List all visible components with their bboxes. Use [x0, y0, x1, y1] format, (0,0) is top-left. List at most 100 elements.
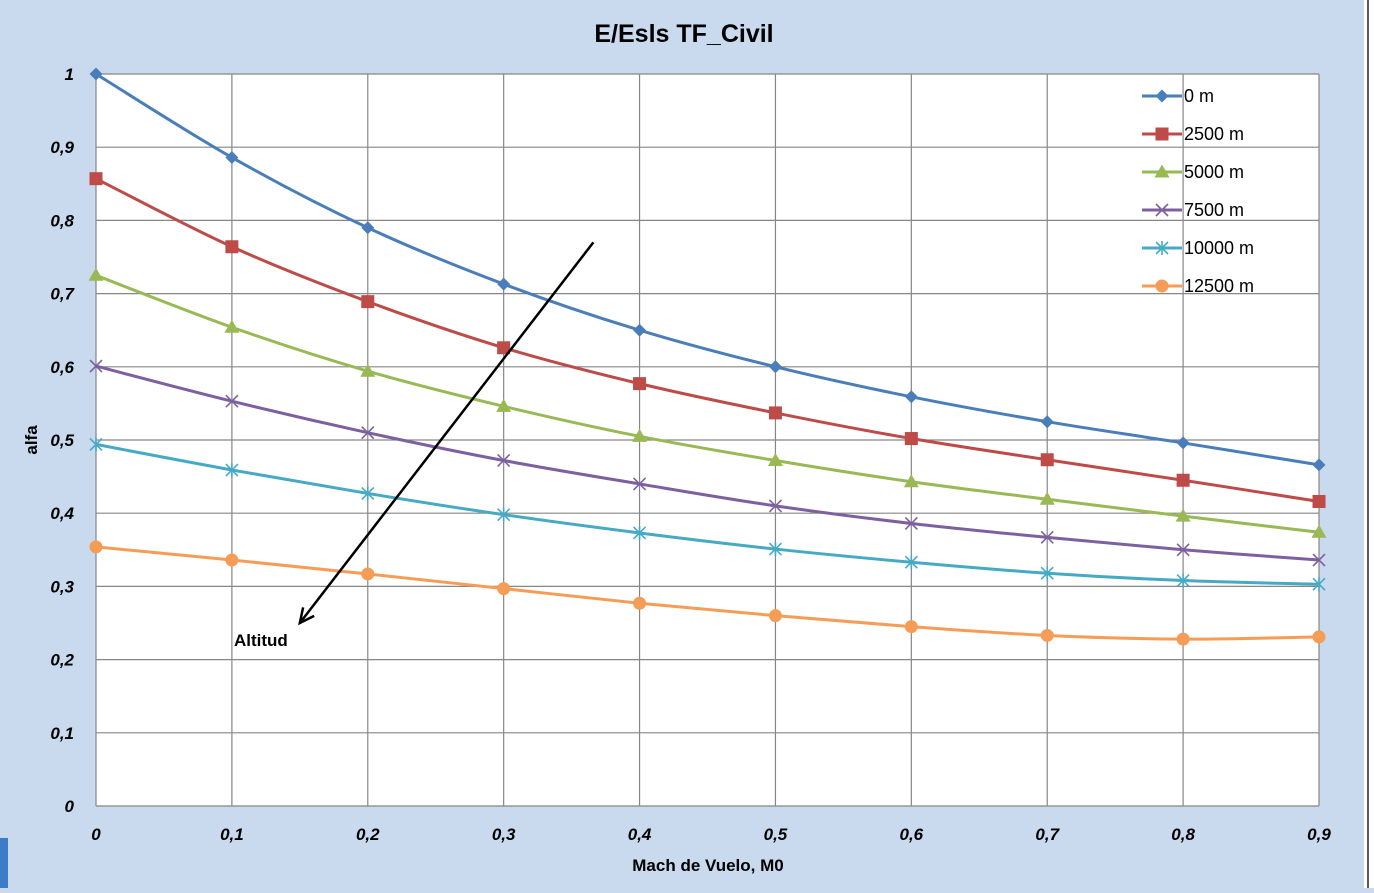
y-tick-label: 0: [65, 797, 75, 816]
series-line: [95, 442, 1320, 586]
data-point: [89, 359, 103, 373]
data-point: [360, 363, 376, 377]
x-tick-label: 0,4: [628, 825, 652, 844]
data-point: [904, 390, 918, 404]
gridlines: [95, 73, 1320, 807]
data-point: [903, 474, 919, 488]
data-point: [361, 486, 375, 501]
legend-marker: [1155, 241, 1169, 255]
data-point: [89, 67, 103, 81]
y-tick-label: 0,5: [50, 431, 74, 450]
data-point: [632, 428, 648, 442]
x-tick-label: 0,1: [220, 825, 244, 844]
data-point: [1312, 458, 1326, 472]
legend-marker: [1154, 164, 1170, 178]
data-point: [225, 553, 239, 567]
x-tick-label: 0,6: [900, 825, 924, 844]
data-point: [88, 267, 104, 281]
data-point: [496, 398, 512, 412]
y-axis-label: alfa: [22, 425, 41, 455]
data-point: [904, 620, 918, 634]
data-point: [361, 221, 375, 235]
x-tick-label: 0,8: [1171, 825, 1195, 844]
chart-title: E/Esls TF_Civil: [594, 20, 773, 48]
data-point: [1176, 473, 1190, 487]
data-point: [89, 437, 103, 452]
series-line: [95, 545, 1320, 641]
data-point: [361, 426, 375, 440]
data-point: [904, 432, 918, 446]
legend-marker: [1155, 89, 1169, 103]
annotation-group: Altitud: [234, 241, 595, 650]
data-point: [1040, 628, 1054, 642]
x-tick-label: 0: [91, 825, 101, 844]
y-tick-label: 0,7: [50, 285, 75, 304]
window-edge-line: [1367, 0, 1369, 888]
series-group: [88, 67, 1327, 646]
series-line: [95, 177, 1320, 503]
legend-label: 7500 m: [1184, 200, 1244, 220]
data-point: [633, 323, 647, 337]
data-point: [224, 319, 240, 333]
data-point: [1312, 494, 1326, 508]
y-tick-label: 0,8: [50, 211, 74, 230]
arrow-head: [298, 607, 315, 626]
series-3: [89, 359, 1326, 567]
y-tick-label: 0,9: [50, 138, 74, 157]
y-tick-label: 0,3: [50, 577, 74, 596]
y-tick-label: 0,2: [50, 651, 74, 670]
series-1: [89, 172, 1326, 508]
data-point: [225, 394, 239, 408]
series-line: [95, 273, 1320, 534]
x-tick-label: 0,5: [764, 825, 788, 844]
data-point: [768, 499, 783, 513]
data-point: [89, 172, 103, 186]
y-tick-label: 0,1: [50, 724, 74, 743]
data-point: [225, 150, 239, 164]
legend-label: 12500 m: [1184, 276, 1254, 296]
legend-label: 2500 m: [1184, 124, 1244, 144]
series-line: [95, 364, 1320, 562]
series-line: [95, 72, 1320, 467]
data-point: [1176, 632, 1190, 646]
data-point: [632, 525, 647, 540]
legend-entry-3: 7500 m: [1142, 200, 1244, 220]
x-tick-label: 0,9: [1307, 825, 1331, 844]
data-point: [768, 609, 782, 623]
annotation-label: Altitud: [234, 631, 288, 650]
data-point: [768, 542, 783, 557]
legend-entry-5: 12500 m: [1142, 276, 1254, 296]
legend: 0 m 2500 m 5000 m 7500 m 10000 m 12500 m: [1142, 86, 1254, 296]
data-point: [225, 463, 239, 478]
series-0: [89, 67, 1326, 472]
legend-entry-0: 0 m: [1142, 86, 1214, 106]
data-point: [1175, 508, 1191, 522]
y-tick-label: 0,4: [50, 504, 74, 523]
series-2: [88, 267, 1327, 538]
series-5: [89, 540, 1326, 646]
y-tick-label: 1: [65, 65, 74, 84]
data-point: [89, 540, 103, 554]
data-point: [904, 516, 918, 531]
data-point: [1040, 453, 1054, 467]
data-point: [633, 377, 647, 391]
data-point: [497, 341, 511, 355]
data-point: [1040, 530, 1054, 544]
data-point: [497, 507, 511, 522]
data-point: [1176, 543, 1190, 557]
data-point: [1039, 491, 1055, 505]
window-edge: [1364, 0, 1374, 888]
data-point: [1040, 566, 1054, 581]
legend-label: 0 m: [1184, 86, 1214, 106]
legend-marker: [1155, 203, 1169, 217]
y-tick-label: 0,6: [50, 358, 74, 377]
legend-label: 10000 m: [1184, 238, 1254, 258]
data-point: [768, 406, 782, 420]
data-point: [1312, 553, 1326, 567]
data-point: [1176, 436, 1190, 450]
data-point: [632, 477, 647, 491]
data-point: [1040, 415, 1054, 429]
x-tick-label: 0,7: [1035, 825, 1060, 844]
